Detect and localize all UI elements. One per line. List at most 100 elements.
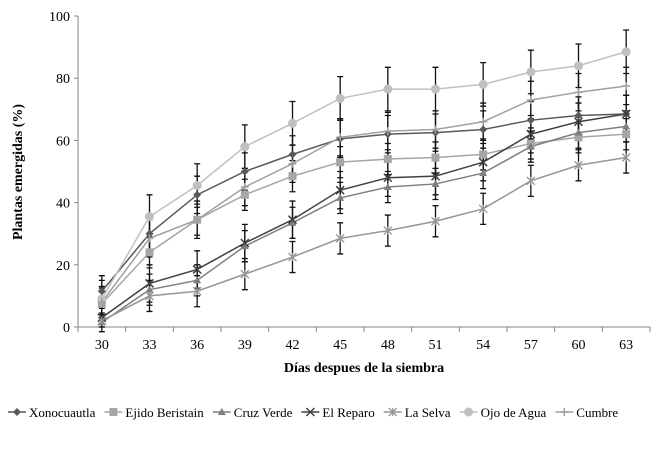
legend-label-el-reparo: El Reparo bbox=[322, 405, 374, 420]
y-tick-label: 20 bbox=[56, 259, 70, 274]
point-ojo-de-agua bbox=[431, 84, 440, 94]
legend-label-ojo-de-agua: Ojo de Agua bbox=[481, 405, 547, 420]
point-ojo-de-agua bbox=[335, 93, 345, 103]
point-ojo-de-agua bbox=[621, 47, 631, 57]
legend-marker-ojo-de-agua bbox=[464, 407, 474, 417]
point-ejido-beristain bbox=[479, 150, 488, 159]
point-ejido-beristain bbox=[574, 133, 583, 142]
point-la-selva bbox=[145, 291, 154, 301]
point-el-reparo bbox=[287, 215, 298, 225]
point-la-selva bbox=[335, 233, 345, 243]
point-la-selva bbox=[240, 269, 250, 279]
y-tick-label: 100 bbox=[49, 10, 70, 25]
point-ejido-beristain bbox=[145, 248, 154, 257]
x-axis-label: Días despues de la siembra bbox=[284, 361, 444, 376]
x-tick-label: 57 bbox=[524, 338, 538, 353]
point-cruz-verde bbox=[145, 285, 154, 293]
point-ojo-de-agua bbox=[145, 212, 154, 222]
x-tick-label: 30 bbox=[95, 338, 109, 353]
series-line-la-selva bbox=[101, 156, 627, 322]
point-el-reparo bbox=[621, 109, 631, 119]
legend-marker-la-selva bbox=[388, 407, 398, 417]
point-la-selva bbox=[478, 204, 488, 214]
y-tick-label: 80 bbox=[56, 72, 70, 87]
x-tick-label: 45 bbox=[333, 338, 347, 353]
point-cruz-verde bbox=[336, 193, 345, 201]
point-cumbre bbox=[288, 159, 297, 168]
point-cumbre bbox=[622, 81, 631, 90]
series-line-ojo-de-agua bbox=[101, 51, 627, 300]
point-el-reparo bbox=[430, 171, 441, 181]
legend-marker-cumbre bbox=[560, 408, 569, 416]
point-ejido-beristain bbox=[431, 153, 440, 162]
point-cumbre bbox=[479, 117, 488, 126]
point-ojo-de-agua bbox=[240, 142, 250, 152]
y-tick-label: 0 bbox=[63, 321, 70, 336]
point-la-selva bbox=[621, 153, 631, 162]
point-el-reparo bbox=[478, 157, 488, 167]
point-xonocuautla bbox=[288, 150, 297, 159]
point-cruz-verde bbox=[431, 179, 440, 187]
point-la-selva bbox=[383, 226, 393, 236]
point-cruz-verde bbox=[193, 276, 202, 284]
series-markers bbox=[97, 47, 631, 326]
legend-marker-xonocuautla bbox=[13, 408, 21, 416]
y-tick-label: 40 bbox=[56, 197, 70, 212]
x-tick-label: 48 bbox=[381, 338, 395, 353]
point-cruz-verde bbox=[479, 169, 488, 177]
point-el-reparo bbox=[240, 238, 250, 248]
point-ojo-de-agua bbox=[526, 67, 536, 77]
point-xonocuautla bbox=[193, 190, 202, 199]
y-tick-label: 60 bbox=[56, 134, 70, 149]
legend-marker-ejido-beristain bbox=[109, 408, 118, 416]
point-cumbre bbox=[240, 183, 249, 192]
point-xonocuautla bbox=[574, 111, 583, 120]
point-xonocuautla bbox=[97, 287, 106, 296]
point-la-selva bbox=[192, 286, 202, 296]
x-tick-label: 36 bbox=[190, 338, 204, 353]
point-ojo-de-agua bbox=[574, 61, 583, 71]
point-ojo-de-agua bbox=[192, 180, 202, 190]
point-cumbre bbox=[383, 127, 392, 136]
y-axis-label: Plantas emergidas (%) bbox=[11, 104, 26, 240]
point-ejido-beristain bbox=[622, 130, 631, 139]
series-line-xonocuautla bbox=[101, 113, 627, 292]
point-la-selva bbox=[288, 252, 297, 262]
point-ojo-de-agua bbox=[478, 79, 488, 89]
point-cumbre bbox=[574, 88, 583, 97]
series-line-cruz-verde bbox=[101, 125, 627, 323]
point-cumbre bbox=[145, 234, 154, 243]
x-tick-label: 42 bbox=[286, 338, 300, 353]
point-cruz-verde bbox=[288, 218, 297, 226]
point-el-reparo bbox=[526, 129, 536, 139]
series-line-ejido-beristain bbox=[101, 133, 627, 305]
legend-marker-el-reparo bbox=[305, 407, 315, 417]
legend: Xonocuautla Ejido Beristain Cruz Verde El R… bbox=[8, 405, 618, 420]
point-cruz-verde bbox=[383, 183, 392, 191]
point-la-selva bbox=[574, 160, 583, 170]
point-el-reparo bbox=[192, 264, 202, 274]
point-la-selva bbox=[97, 316, 107, 326]
legend-label-cumbre: Cumbre bbox=[576, 405, 618, 420]
point-la-selva bbox=[431, 216, 440, 226]
x-tick-label: 60 bbox=[572, 338, 586, 353]
series-lines bbox=[101, 51, 627, 323]
x-tick-label: 54 bbox=[476, 338, 490, 353]
legend-label-xonocuautla: Xonocuautla bbox=[29, 405, 96, 420]
point-xonocuautla bbox=[526, 116, 535, 125]
point-cruz-verde bbox=[622, 122, 631, 130]
point-cumbre bbox=[193, 215, 202, 224]
point-el-reparo bbox=[144, 278, 155, 288]
x-tick-label: 63 bbox=[619, 338, 633, 353]
series-line-el-reparo bbox=[101, 113, 627, 319]
point-xonocuautla bbox=[240, 167, 249, 176]
point-la-selva bbox=[526, 176, 536, 186]
point-cruz-verde bbox=[526, 142, 535, 150]
point-cumbre bbox=[97, 298, 106, 307]
point-ejido-beristain bbox=[240, 190, 249, 199]
series-line-cumbre bbox=[101, 85, 627, 303]
legend-label-ejido-beristain: Ejido Beristain bbox=[125, 405, 204, 420]
x-tick-label: 33 bbox=[143, 338, 157, 353]
legend-label-cruz-verde: Cruz Verde bbox=[234, 405, 293, 420]
point-cumbre bbox=[431, 125, 440, 134]
